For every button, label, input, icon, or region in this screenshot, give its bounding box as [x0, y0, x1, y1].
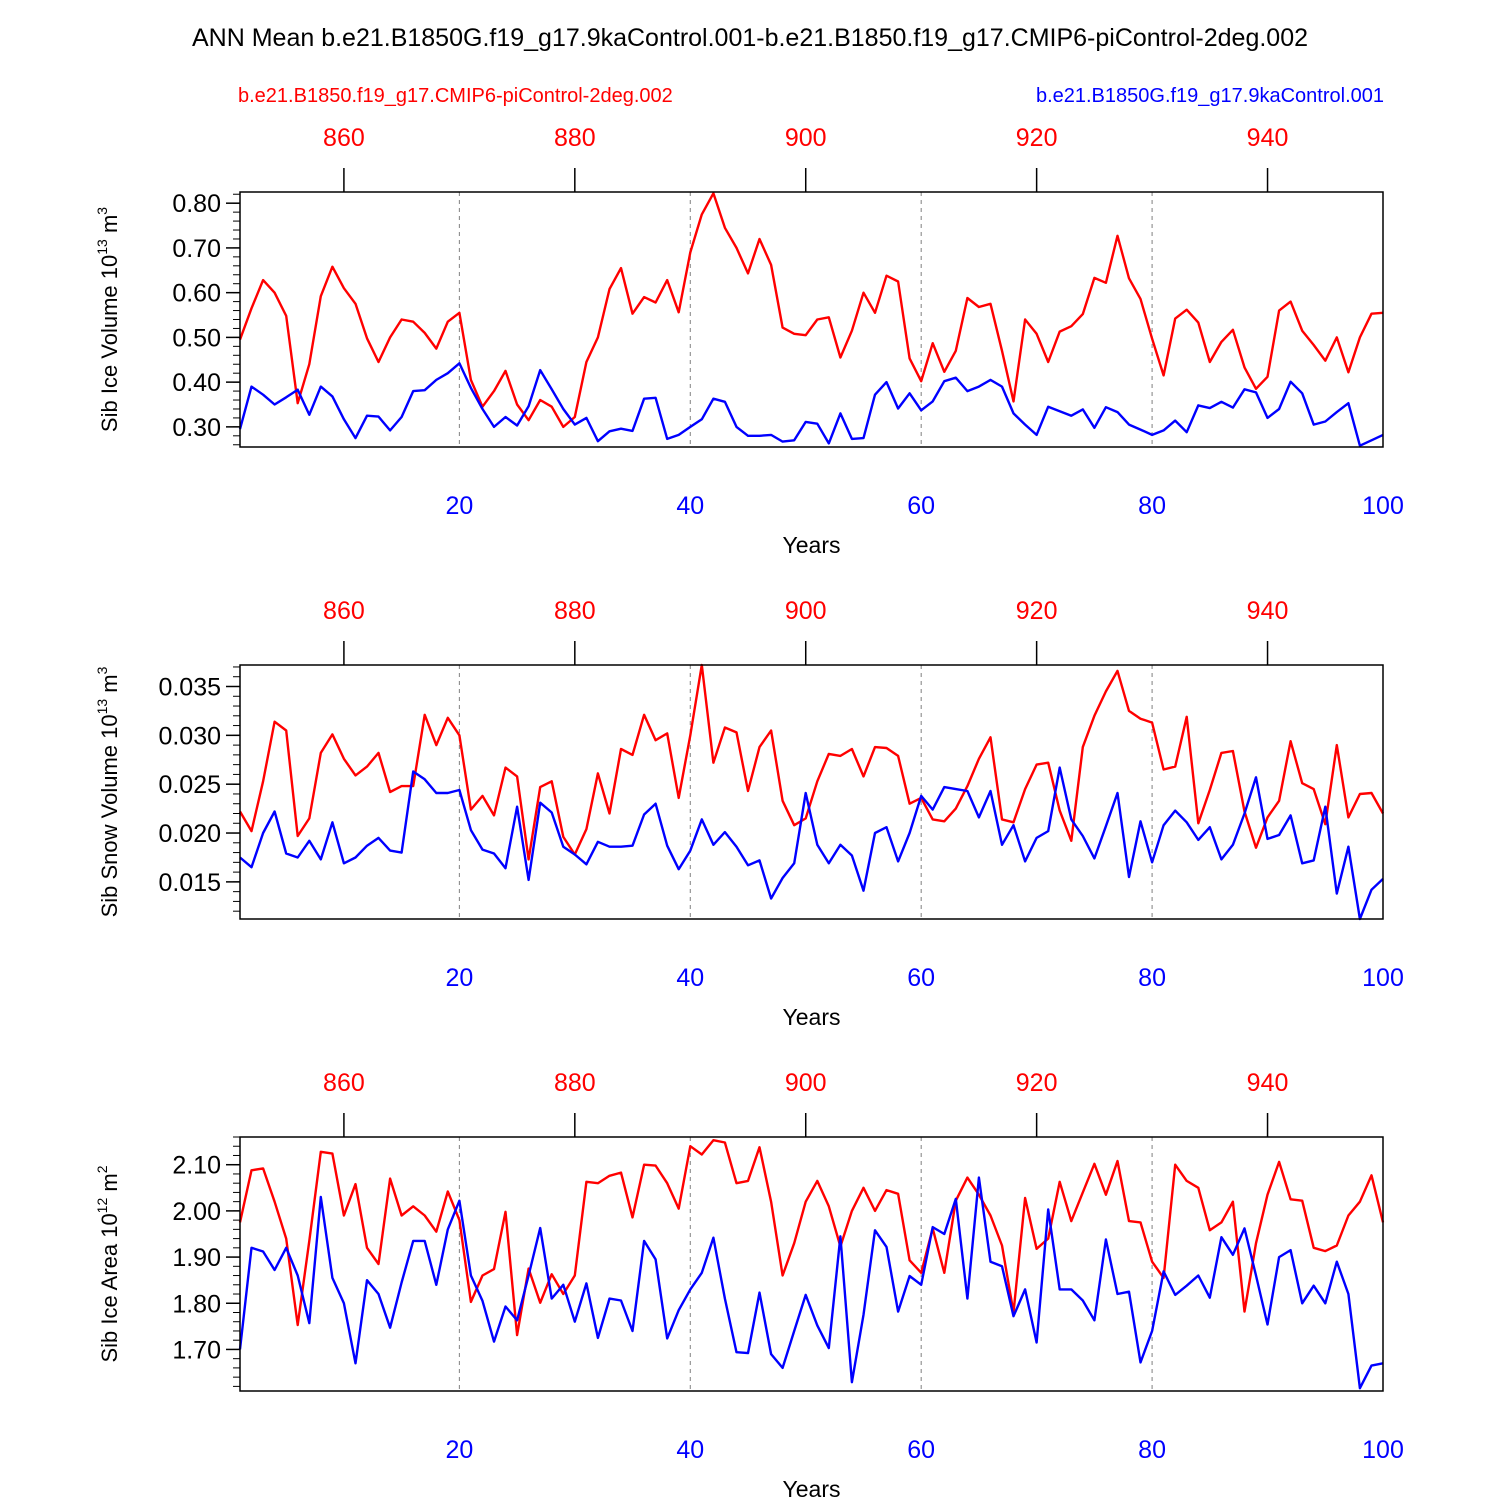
- plot-frame: [239, 664, 1384, 920]
- bottom-tick-label: 80: [1138, 964, 1166, 992]
- chart-panels: 0.30 0.40 0.50 0.60 0.70 0.80 860 880 900 920 940 2…: [94, 124, 1404, 1500]
- y-tick-label: 0.50: [172, 324, 221, 352]
- y-tick-label: 0.70: [172, 235, 221, 263]
- top-tick-label: 860: [323, 597, 365, 625]
- y-tick-label: 2.00: [172, 1198, 221, 1226]
- y-tick-label: 0.30: [172, 414, 221, 442]
- bottom-tick-label: 20: [445, 1436, 473, 1464]
- top-tick-label: 880: [554, 124, 596, 152]
- bottom-tick-label: 60: [907, 492, 935, 520]
- top-tick-label: 900: [785, 597, 827, 625]
- bottom-tick-label: 100: [1362, 1436, 1404, 1464]
- bottom-tick-label: 40: [676, 964, 704, 992]
- top-tick-label: 940: [1247, 597, 1289, 625]
- y-tick-label: 0.015: [158, 869, 221, 897]
- y-tick-label: 0.030: [158, 722, 221, 750]
- bottom-tick-label: 40: [676, 492, 704, 520]
- y-tick-label: 2.10: [172, 1152, 221, 1180]
- y-tick-label: 0.80: [172, 190, 221, 218]
- chart-title: ANN Mean b.e21.B1850G.f19_g17.9kaControl…: [192, 24, 1308, 52]
- legend-red-case: b.e21.B1850.f19_g17.CMIP6-piControl-2deg…: [238, 85, 673, 107]
- series-line-blue: [238, 362, 1384, 447]
- series-line-red: [238, 1138, 1385, 1337]
- y-axis-label: Sib Ice Area 1012 m2: [94, 1165, 122, 1362]
- y-axis-label: Sib Snow Volume 1013 m3: [94, 666, 122, 917]
- x-axis-label: Years: [783, 1476, 841, 1500]
- top-tick-label: 900: [785, 124, 827, 152]
- chart-panel-2: 0.015 0.020 0.025 0.030 0.035 860 880 900 920 940…: [94, 597, 1404, 1030]
- top-tick-label: 880: [554, 597, 596, 625]
- y-tick-label: 0.035: [158, 673, 221, 701]
- plot-frame: [239, 1136, 1384, 1392]
- top-tick-label: 880: [554, 1069, 596, 1097]
- top-tick-label: 860: [323, 1069, 365, 1097]
- x-axis-label: Years: [783, 1004, 841, 1030]
- chart-panel-1: 0.30 0.40 0.50 0.60 0.70 0.80 860 880 900 920 940 2…: [94, 124, 1404, 558]
- bottom-tick-label: 100: [1362, 492, 1404, 520]
- bottom-tick-label: 100: [1362, 964, 1404, 992]
- series-line-red: [238, 192, 1384, 429]
- x-axis-label: Years: [783, 532, 841, 558]
- y-tick-label: 0.020: [158, 820, 221, 848]
- bottom-tick-label: 80: [1138, 492, 1166, 520]
- legend-blue-case: b.e21.B1850G.f19_g17.9kaControl.001: [1036, 85, 1384, 107]
- top-tick-label: 940: [1247, 1069, 1289, 1097]
- y-tick-label: 0.40: [172, 369, 221, 397]
- bottom-tick-label: 20: [445, 492, 473, 520]
- y-tick-label: 1.90: [172, 1244, 221, 1272]
- chart-panel-3: 1.70 1.80 1.90 2.00 2.10 860 880 900 920 940 20 40 6…: [94, 1069, 1404, 1500]
- series-line-blue: [238, 1176, 1384, 1390]
- series-line-red: [238, 663, 1385, 861]
- top-tick-label: 920: [1016, 597, 1058, 625]
- y-tick-label: 1.70: [172, 1336, 221, 1364]
- top-tick-label: 860: [323, 124, 365, 152]
- top-tick-label: 920: [1016, 124, 1058, 152]
- bottom-tick-label: 40: [676, 1436, 704, 1464]
- top-tick-label: 920: [1016, 1069, 1058, 1097]
- top-tick-label: 900: [785, 1069, 827, 1097]
- bottom-tick-label: 60: [907, 964, 935, 992]
- y-axis-label: Sib Ice Volume 1013 m3: [94, 207, 122, 432]
- y-tick-label: 0.60: [172, 280, 221, 308]
- y-tick-label: 1.80: [172, 1290, 221, 1318]
- series-line-blue: [239, 766, 1384, 921]
- bottom-tick-label: 60: [907, 1436, 935, 1464]
- top-tick-label: 940: [1247, 124, 1289, 152]
- bottom-tick-label: 80: [1138, 1436, 1166, 1464]
- bottom-tick-label: 20: [445, 964, 473, 992]
- y-tick-label: 0.025: [158, 771, 221, 799]
- plot-frame: [239, 191, 1384, 448]
